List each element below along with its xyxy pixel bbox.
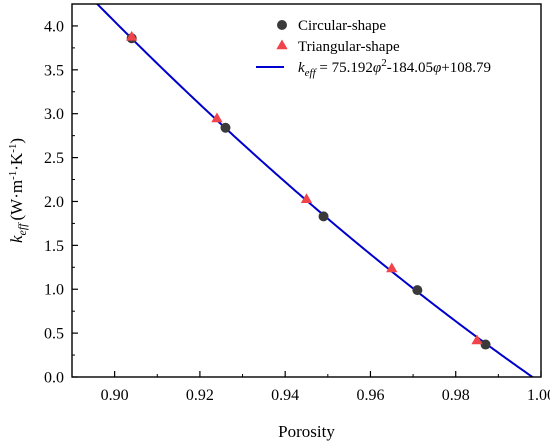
x-tick-label: 0.96 bbox=[356, 387, 384, 404]
circular-point bbox=[220, 122, 231, 133]
y-tick-label: 0.0 bbox=[44, 370, 64, 387]
legend-label-part: φ bbox=[373, 60, 381, 76]
plot-frame bbox=[71, 3, 542, 378]
y-axis-title-unit: ) bbox=[7, 138, 26, 144]
circular-point bbox=[480, 339, 491, 350]
y-tick-label: 4.0 bbox=[44, 18, 64, 35]
legend-triangle-marker bbox=[276, 39, 288, 50]
triangular-point bbox=[300, 193, 313, 203]
y-tick-label: 3.0 bbox=[44, 106, 64, 123]
legend-label-part: +108.79 bbox=[441, 60, 491, 76]
triangular-point bbox=[386, 262, 398, 273]
points-layer bbox=[126, 30, 491, 350]
triangular-point bbox=[471, 334, 483, 345]
circular-point bbox=[412, 285, 423, 296]
triangular-point bbox=[126, 30, 138, 41]
y-axis: 0.0 0.5 1.0 1.5 2.0 2.5 3.0 3.5 4.0 bbox=[44, 3, 78, 387]
y-axis-title-unit: ·K bbox=[7, 152, 26, 171]
legend-label: keff = 75.192φ2-184.05φ+108.79 bbox=[298, 57, 491, 79]
legend-label-part: -184.05 bbox=[387, 60, 433, 76]
y-tick-label: 1.0 bbox=[44, 282, 64, 299]
y-axis-title-unit: (W·m bbox=[7, 180, 26, 221]
y-axis-title-base: k bbox=[7, 235, 26, 243]
circular-point bbox=[318, 211, 329, 222]
legend-label-part: = 75.192 bbox=[316, 60, 373, 76]
fit-layer bbox=[95, 4, 535, 377]
y-tick-label: 1.5 bbox=[44, 238, 64, 255]
y-tick-label: 3.5 bbox=[44, 62, 64, 79]
x-tick-label: 0.98 bbox=[442, 387, 470, 404]
legend-label-sup: 2 bbox=[381, 57, 387, 69]
legend-label: Circular-shape bbox=[298, 18, 386, 34]
y-tick-label: 0.5 bbox=[44, 326, 64, 343]
legend-circle-marker bbox=[277, 20, 287, 30]
legend-label: Triangular-shape bbox=[298, 39, 400, 55]
fit-curve bbox=[95, 4, 535, 377]
x-tick-label: 0.90 bbox=[101, 387, 129, 404]
x-tick-label: 0.94 bbox=[271, 387, 299, 404]
legend-label-sub: eff bbox=[305, 67, 318, 79]
y-tick-label: 2.5 bbox=[44, 150, 64, 167]
triangular-point bbox=[211, 112, 223, 123]
x-tick-label: 0.92 bbox=[186, 387, 214, 404]
x-axis-title: Porosity bbox=[278, 422, 335, 441]
y-axis-title-sup: -1 bbox=[7, 171, 19, 180]
x-tick-label: 1.00 bbox=[527, 387, 550, 404]
y-axis-title-sub: eff bbox=[15, 222, 29, 236]
legend: Circular-shape Triangular-shape keff = 75.… bbox=[256, 18, 491, 79]
y-axis-title: keff(W·m-1·K-1) bbox=[7, 138, 29, 243]
legend-label-part: φ bbox=[433, 60, 441, 76]
legend-label-part: k bbox=[298, 60, 305, 76]
y-tick-label: 2.0 bbox=[44, 194, 64, 211]
x-axis: 0.90 0.92 0.94 0.96 0.98 1.00 bbox=[71, 371, 550, 404]
y-axis-title-sup: -1 bbox=[7, 144, 19, 153]
